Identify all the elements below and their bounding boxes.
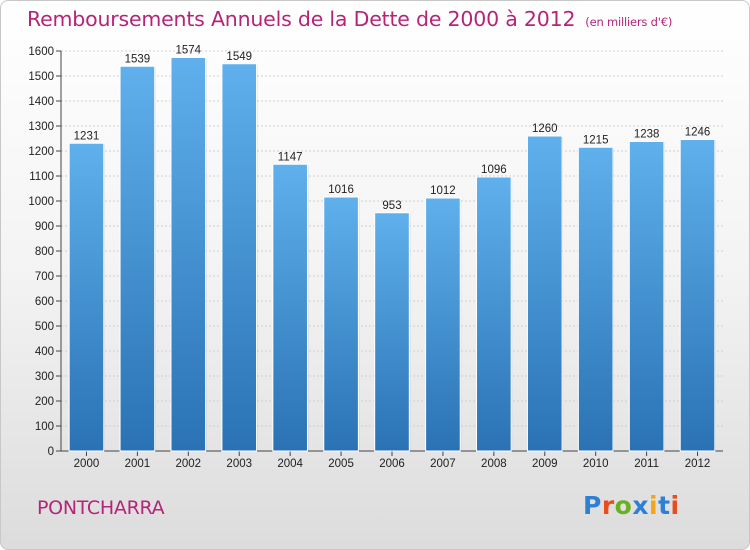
x-tick-label: 2010 — [583, 458, 609, 470]
bar — [374, 212, 410, 452]
brand-letter: P — [583, 491, 602, 520]
y-tick-label: 500 — [35, 321, 54, 333]
y-tick-label: 1600 — [28, 46, 54, 58]
bar-value-label: 1147 — [278, 151, 303, 163]
bar — [68, 142, 105, 452]
x-tick-label: 2003 — [226, 458, 252, 470]
x-tick-label: 2000 — [74, 458, 100, 470]
bar — [323, 196, 359, 452]
y-tick-label: 0 — [48, 446, 54, 458]
bar — [221, 63, 258, 452]
bar — [272, 163, 308, 452]
y-tick-label: 600 — [35, 296, 54, 308]
y-tick-label: 1300 — [28, 121, 54, 133]
brand-letter: i — [670, 491, 680, 520]
bar — [679, 139, 716, 452]
y-tick-label: 800 — [35, 246, 54, 258]
proxiti-logo[interactable]: Proxiti — [583, 491, 680, 520]
x-tick-label: 2008 — [481, 458, 507, 470]
brand-letter: r — [601, 491, 615, 520]
y-tick-label: 300 — [35, 371, 54, 383]
bar-value-label: 1012 — [430, 185, 456, 197]
bar-value-label: 1231 — [74, 130, 100, 142]
bar-value-label: 1574 — [176, 45, 202, 57]
labels: 0 100 200 300 400 500 600 700 800 900 1000 1100 1200… — [28, 45, 710, 471]
x-tick-label: 2007 — [430, 458, 456, 470]
y-tick-label: 400 — [35, 346, 54, 358]
y-tick-label: 900 — [35, 221, 54, 233]
bar — [170, 57, 207, 452]
x-tick-label: 2002 — [176, 458, 202, 470]
y-tick-label: 1200 — [28, 146, 54, 158]
bar — [425, 197, 461, 452]
brand-letter: o — [614, 491, 633, 520]
unit-label: (en milliers d'€) — [585, 15, 673, 29]
bar — [526, 135, 563, 452]
y-tick-label: 1000 — [28, 196, 54, 208]
bar-value-label: 1246 — [685, 127, 711, 139]
bar-value-label: 1260 — [532, 123, 558, 135]
y-tick-label: 1500 — [28, 71, 54, 83]
bar — [577, 146, 614, 452]
y-tick-label: 1400 — [28, 96, 54, 108]
x-tick-label: 2009 — [532, 458, 558, 470]
x-tick-label: 2011 — [634, 458, 659, 470]
bar-value-label: 1549 — [226, 51, 252, 63]
bars — [68, 57, 716, 452]
bar — [628, 141, 665, 452]
bar — [119, 65, 156, 452]
bar-value-label: 1215 — [583, 134, 609, 146]
x-tick-label: 2006 — [379, 458, 405, 470]
chart-title: Remboursements Annuels de la Dette de 20… — [27, 7, 672, 31]
x-tick-label: 2001 — [125, 458, 151, 470]
y-tick-label: 700 — [35, 271, 54, 283]
bar-value-label: 1016 — [328, 184, 354, 196]
bar — [476, 176, 512, 452]
bar-value-label: 953 — [382, 200, 401, 212]
title-text: Remboursements Annuels de la Dette de 20… — [27, 7, 576, 31]
x-tick-label: 2005 — [328, 458, 354, 470]
y-tick-label: 1100 — [29, 171, 54, 183]
bar-value-label: 1539 — [125, 53, 151, 65]
brand-letter: i — [649, 491, 659, 520]
y-tick-label: 200 — [35, 396, 54, 408]
x-tick-label: 2004 — [277, 458, 303, 470]
brand-letter: x — [632, 491, 649, 520]
y-tick-label: 100 — [35, 421, 54, 433]
bar-value-label: 1238 — [634, 129, 660, 141]
commune-name: PONTCHARRA — [37, 497, 165, 519]
brand-letter: t — [658, 491, 671, 520]
bar-value-label: 1096 — [481, 164, 507, 176]
x-tick-label: 2012 — [685, 458, 711, 470]
